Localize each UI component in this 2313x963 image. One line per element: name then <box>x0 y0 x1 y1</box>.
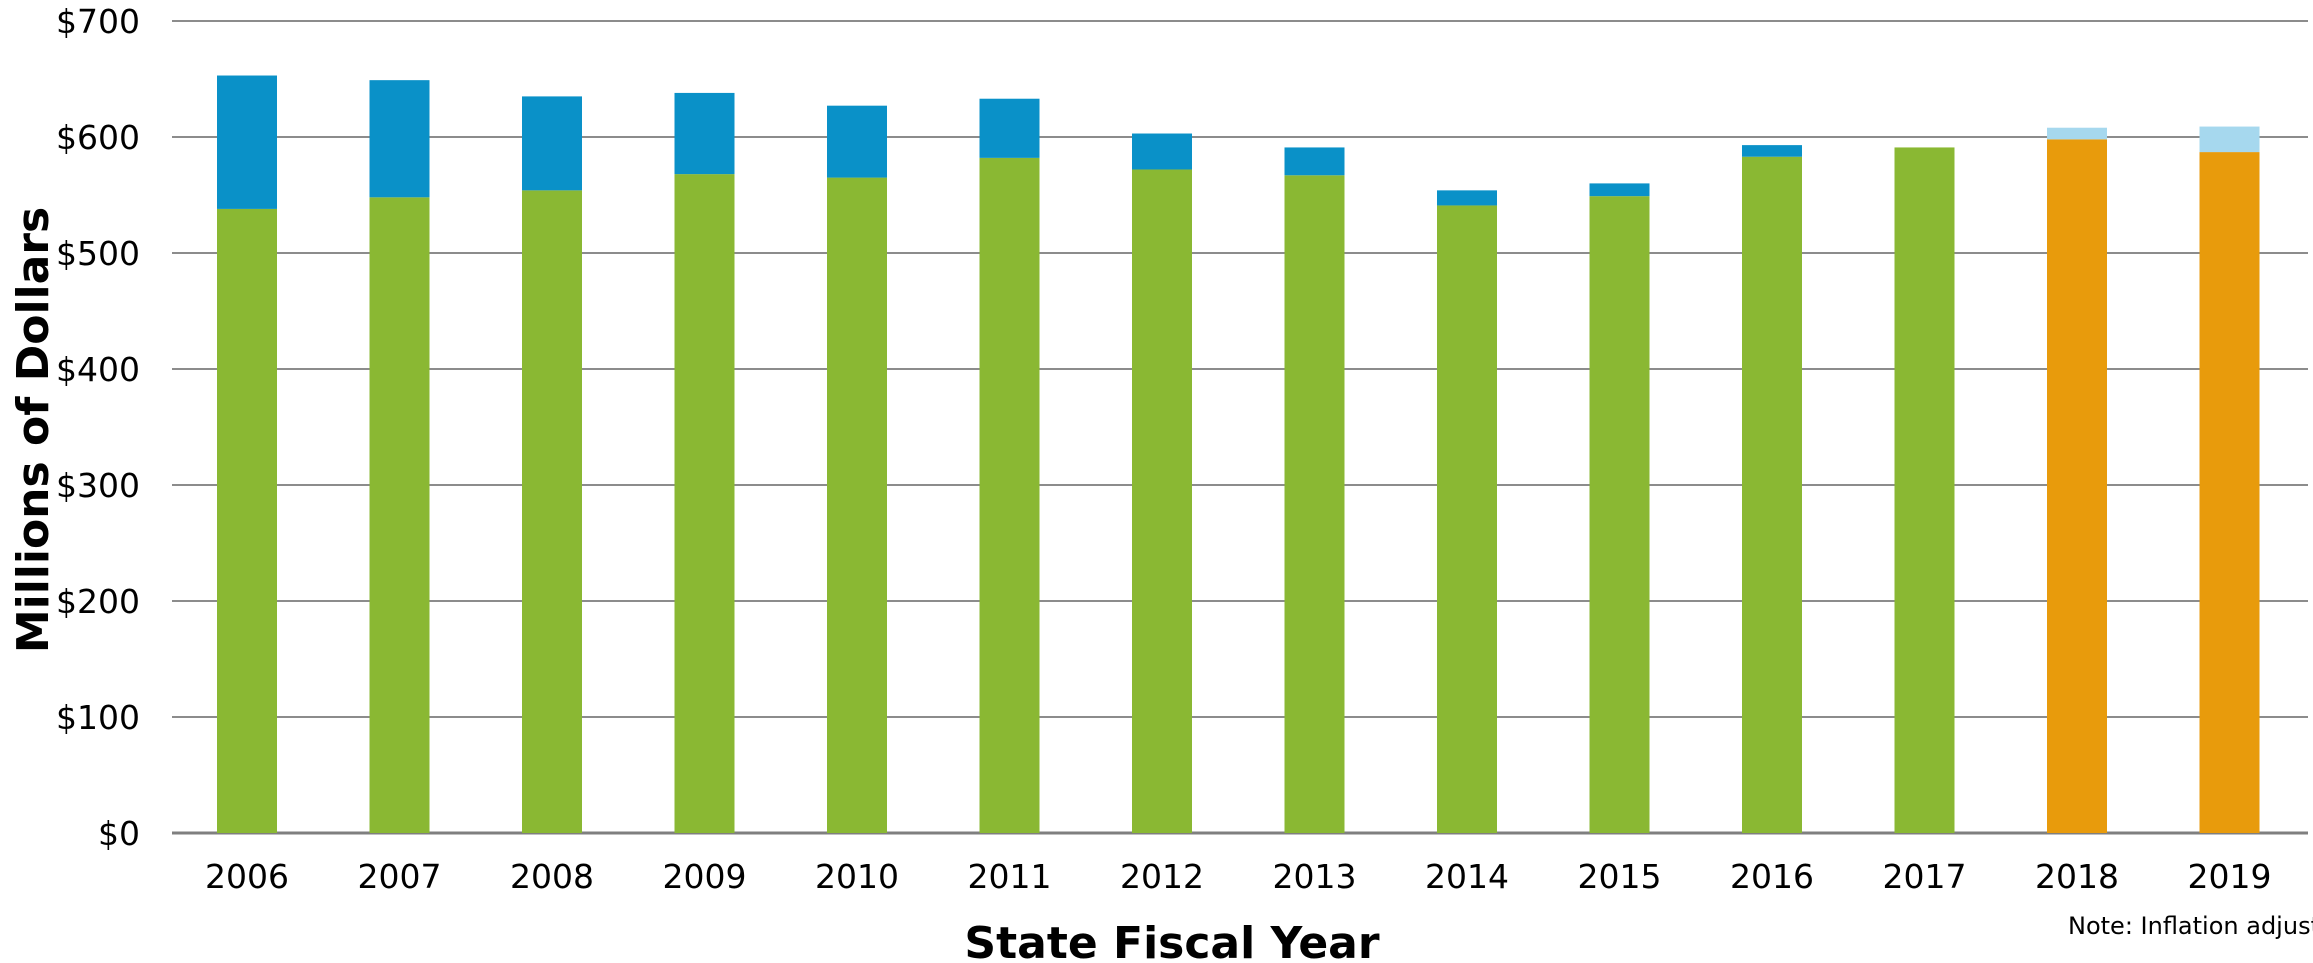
bar-segment-2012-1 <box>1132 133 1192 170</box>
x-axis-label: State Fiscal Year <box>964 918 1379 963</box>
bar-segment-2018-2 <box>2047 139 2107 833</box>
bar-segment-2011-1 <box>979 98 1040 158</box>
y-tick-label: $100 <box>56 698 140 737</box>
footnote: Note: Inflation adjustment for current <box>2068 912 2313 940</box>
x-tick-label: 2010 <box>815 857 899 896</box>
bar-segment-2010-1 <box>827 105 887 178</box>
bar-segment-2007-0 <box>369 197 430 833</box>
bar-segment-2010-0 <box>827 177 887 834</box>
x-tick-label: 2009 <box>663 857 747 896</box>
bar-segment-2015-0 <box>1589 196 1650 833</box>
bar-segment-2009-1 <box>674 92 735 175</box>
x-tick-label: 2011 <box>968 857 1052 896</box>
bar-segment-2011-0 <box>979 157 1040 833</box>
bar-segment-2017-0 <box>1894 147 1955 833</box>
y-tick-label: $300 <box>56 466 140 505</box>
x-tick-label: 2018 <box>2035 857 2119 896</box>
bar-segment-2006-0 <box>217 208 277 834</box>
x-tick-label: 2013 <box>1273 857 1357 896</box>
bar-segment-2012-0 <box>1132 169 1192 834</box>
x-tick-label: 2019 <box>2188 857 2272 896</box>
bar-segment-2019-2 <box>2199 152 2260 833</box>
bar-segment-2009-0 <box>674 174 735 833</box>
x-tick-label: 2007 <box>358 857 442 896</box>
x-tick-label: 2008 <box>510 857 594 896</box>
x-tick-label: 2014 <box>1425 857 1509 896</box>
bar-segment-2014-0 <box>1437 205 1497 833</box>
x-tick-labels: 2006 2007 2008 2009 2010 2011 2012 2013 2014 2015… <box>205 857 2271 896</box>
y-tick-label: $700 <box>56 2 140 41</box>
x-tick-label: 2006 <box>205 857 289 896</box>
bar-segment-2008-0 <box>522 190 582 834</box>
y-tick-label: $500 <box>56 234 140 273</box>
x-tick-label: 2015 <box>1578 857 1662 896</box>
y-tick-labels: $0 $100 $200 $300 $400 $500 $600 $700 <box>56 2 140 853</box>
y-tick-label: $600 <box>56 118 140 157</box>
x-tick-label: 2016 <box>1730 857 1814 896</box>
x-tick-label: 2012 <box>1120 857 1204 896</box>
bar-segment-2013-0 <box>1284 175 1345 833</box>
gridlines <box>172 20 2308 835</box>
bar-segment-2016-0 <box>1742 156 1802 834</box>
y-axis-label: Millions of Dollars <box>8 207 59 653</box>
y-tick-label: $400 <box>56 350 140 389</box>
bar-segment-2014-1 <box>1437 190 1497 206</box>
y-tick-label: $200 <box>56 582 140 621</box>
bar-segment-2019-3 <box>2199 126 2260 153</box>
bar-segment-2013-1 <box>1284 147 1345 176</box>
bar-segment-2015-1 <box>1589 183 1650 197</box>
bars <box>217 75 2260 834</box>
bar-segment-2007-1 <box>369 80 430 198</box>
x-tick-label: 2017 <box>1883 857 1967 896</box>
bar-segment-2016-1 <box>1742 145 1802 157</box>
bar-segment-2006-1 <box>217 75 277 209</box>
y-tick-label: $0 <box>98 814 140 853</box>
bar-segment-2008-1 <box>522 96 582 191</box>
bar-segment-2018-3 <box>2047 127 2107 140</box>
